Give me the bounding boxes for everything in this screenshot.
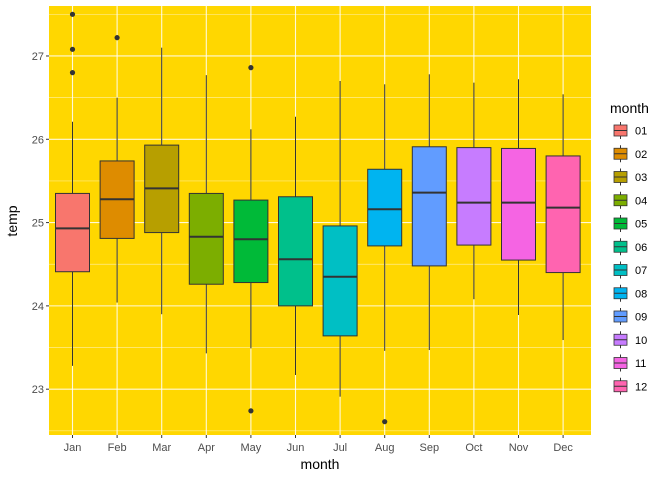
legend-title: month	[610, 100, 649, 116]
box-apr	[188, 75, 224, 354]
legend-key-05	[612, 215, 629, 232]
box-iqr	[367, 168, 403, 247]
legend-label: 08	[635, 288, 647, 300]
legend-label: 12	[635, 381, 647, 393]
legend-key-11	[612, 354, 629, 372]
y-axis: 23 24 25 26 27	[32, 51, 49, 396]
box-feb	[99, 35, 135, 303]
outlier-point	[69, 11, 76, 17]
outlier-point	[114, 35, 120, 41]
y-tick-label: 27	[32, 51, 44, 63]
outlier-point	[248, 408, 254, 414]
box-iqr	[545, 155, 581, 274]
legend-key-07	[612, 261, 629, 279]
box-jul	[322, 80, 358, 397]
legend-key-09	[612, 308, 629, 325]
x-tick-label: Jul	[333, 442, 347, 454]
legend-label: 11	[635, 358, 646, 370]
box-layer	[55, 11, 581, 425]
legend-key-04	[612, 191, 629, 209]
minor-gridlines	[49, 13, 591, 432]
plot-panel	[49, 6, 591, 435]
y-tick-label: 25	[32, 218, 44, 230]
x-tick-label: Oct	[465, 442, 482, 454]
outlier-point	[248, 65, 254, 71]
x-tick-label: Mar	[152, 442, 171, 454]
box-iqr	[233, 199, 269, 284]
legend-label: 10	[635, 335, 647, 347]
x-tick-label: Nov	[509, 442, 529, 454]
box-may	[233, 65, 269, 414]
box-iqr	[55, 192, 90, 273]
outlier-point	[382, 419, 388, 425]
legend-key-08	[612, 284, 629, 302]
box-jan	[55, 11, 90, 366]
x-tick-label: Feb	[108, 442, 127, 454]
legend-key-12	[612, 377, 629, 395]
box-iqr	[411, 146, 447, 267]
y-tick-label: 23	[32, 384, 44, 396]
legend-label: 06	[635, 242, 647, 254]
outlier-point	[69, 70, 76, 76]
box-iqr	[501, 147, 536, 261]
x-tick-label: Sep	[420, 442, 440, 454]
box-oct	[456, 82, 492, 300]
x-tick-label: Apr	[198, 442, 215, 454]
x-tick-label: Aug	[375, 442, 395, 454]
x-tick-label: Dec	[553, 442, 573, 454]
legend-key-03	[612, 168, 629, 186]
x-axis: Jan Feb Mar Apr May Jun Jul Aug Sep Oct Nov Dec	[64, 435, 573, 454]
legend-label: 07	[635, 265, 647, 277]
legend-label: 01	[635, 126, 647, 138]
x-axis-title: month	[301, 456, 340, 472]
y-tick-label: 24	[32, 301, 44, 313]
box-aug	[367, 84, 403, 425]
legend-key-10	[612, 331, 629, 349]
legend-key-06	[612, 238, 629, 256]
legend-label: 05	[635, 219, 647, 231]
x-tick-label: Jun	[287, 442, 305, 454]
legend-label: 09	[635, 312, 647, 324]
box-sep	[411, 74, 447, 351]
y-tick-label: 26	[32, 134, 44, 146]
box-dec	[545, 94, 581, 341]
y-axis-title: temp	[4, 205, 20, 236]
x-tick-label: May	[241, 442, 262, 454]
box-iqr	[456, 147, 492, 246]
x-tick-label: Jan	[64, 442, 82, 454]
legend-key-01	[612, 122, 629, 139]
box-mar	[144, 47, 180, 315]
legend: month 01 02 03 04 05 06 07 08 09 10 11 12	[610, 100, 649, 395]
legend-label: 03	[635, 172, 647, 184]
outlier-point	[69, 46, 76, 52]
legend-label: 04	[635, 195, 647, 207]
box-iqr	[188, 192, 224, 285]
box-iqr	[322, 225, 358, 337]
box-iqr	[278, 196, 313, 307]
box-nov	[501, 79, 536, 316]
legend-key-02	[612, 145, 629, 163]
box-jun	[278, 116, 313, 376]
legend-label: 02	[635, 149, 647, 161]
